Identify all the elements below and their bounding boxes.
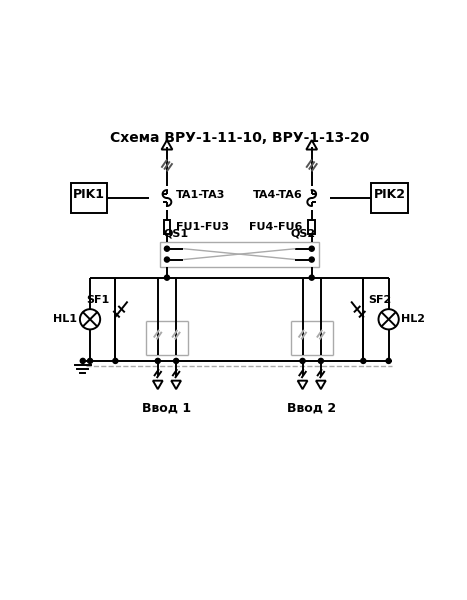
Text: QS1: QS1 [163, 229, 189, 239]
Circle shape [309, 246, 314, 251]
Bar [371, 182, 408, 214]
Circle shape [80, 358, 85, 364]
Text: PIK2: PIK2 [374, 188, 405, 201]
Text: TA1-TA3: TA1-TA3 [176, 190, 226, 200]
Text: TA4-TA6: TA4-TA6 [253, 190, 303, 200]
Text: PIK1: PIK1 [73, 188, 105, 201]
Text: HL1: HL1 [53, 314, 78, 324]
Circle shape [361, 358, 366, 364]
Text: Схема ВРУ-1-11-10, ВРУ-1-13-20: Схема ВРУ-1-11-10, ВРУ-1-13-20 [110, 131, 369, 145]
Circle shape [164, 275, 170, 280]
Circle shape [309, 275, 314, 280]
Circle shape [164, 246, 170, 251]
Text: Ввод 1: Ввод 1 [142, 401, 191, 415]
Text: Ввод 2: Ввод 2 [287, 401, 336, 415]
Bar [309, 220, 315, 234]
Bar [71, 182, 107, 214]
Bar [160, 242, 319, 267]
Circle shape [386, 358, 391, 364]
Circle shape [300, 358, 305, 364]
Bar [164, 220, 170, 234]
Circle shape [174, 358, 179, 364]
Text: SF1: SF1 [87, 295, 110, 305]
Circle shape [80, 309, 100, 329]
Circle shape [87, 358, 92, 364]
Text: QS2: QS2 [290, 229, 315, 239]
Text: FU1-FU3: FU1-FU3 [176, 222, 229, 232]
Circle shape [164, 257, 170, 262]
Text: SF2: SF2 [369, 295, 392, 305]
Circle shape [309, 257, 314, 262]
Circle shape [378, 309, 399, 329]
Text: FU4-FU6: FU4-FU6 [249, 222, 303, 232]
Circle shape [113, 358, 118, 364]
Circle shape [155, 358, 160, 364]
Text: HL2: HL2 [401, 314, 425, 324]
Circle shape [318, 358, 324, 364]
